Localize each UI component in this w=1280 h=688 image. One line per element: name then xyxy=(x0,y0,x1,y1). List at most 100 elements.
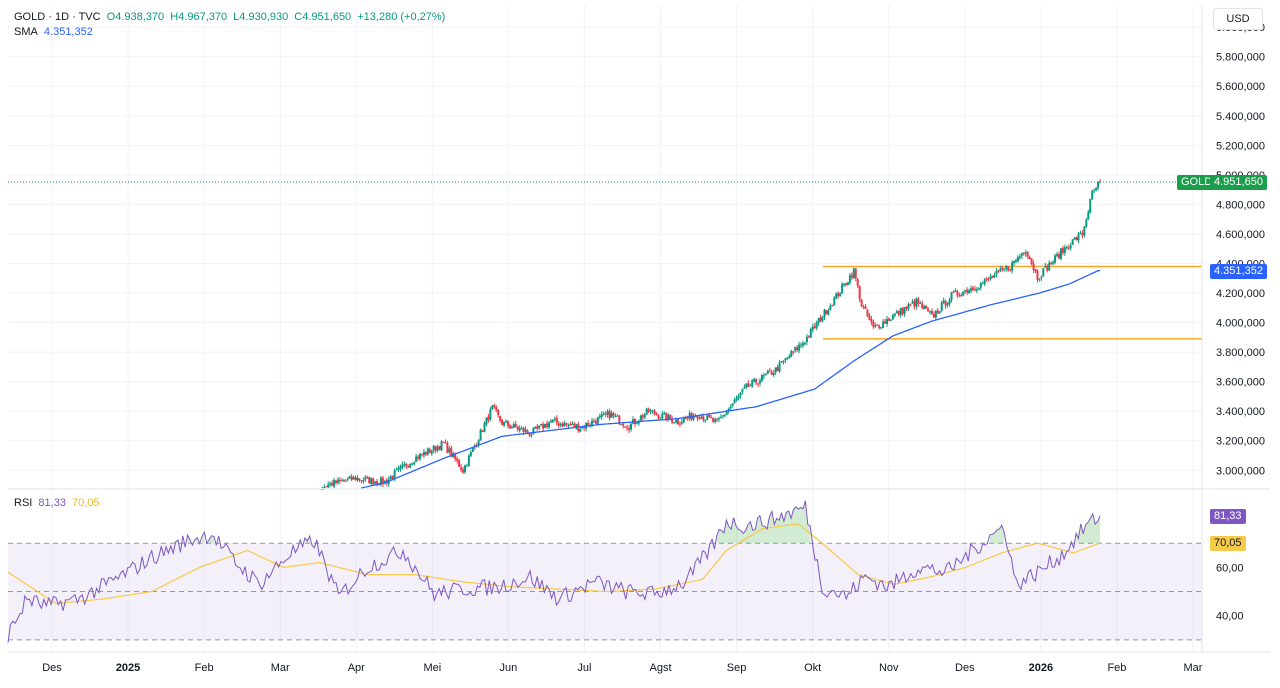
candle-body xyxy=(864,306,867,310)
candle-body xyxy=(846,282,849,285)
candle-body xyxy=(458,460,461,467)
candle-body xyxy=(860,299,863,307)
time-tick-label: Des xyxy=(42,662,62,674)
candle-body xyxy=(805,336,808,343)
candle-body xyxy=(471,447,474,453)
candle-body xyxy=(573,423,576,428)
candle-body xyxy=(532,428,535,435)
candle-body xyxy=(676,419,679,425)
candle-body xyxy=(456,458,459,461)
currency-button[interactable]: USD xyxy=(1213,8,1263,30)
candle-body xyxy=(977,288,980,290)
candle-body xyxy=(655,413,658,415)
candle-body xyxy=(784,358,787,361)
candle-body xyxy=(340,480,343,482)
candle-body xyxy=(973,288,976,291)
candle-body xyxy=(827,310,830,315)
candle-body xyxy=(1032,263,1035,270)
candle-body xyxy=(983,279,986,284)
candle-body xyxy=(489,409,492,420)
candle-body xyxy=(342,479,345,481)
candle-body xyxy=(376,481,379,484)
candle-body xyxy=(563,422,566,426)
candle-body xyxy=(991,275,994,278)
candle-body xyxy=(329,483,332,485)
candle-body xyxy=(917,298,920,304)
candle-body xyxy=(815,322,818,328)
candle-body xyxy=(958,295,961,297)
candle-body xyxy=(534,426,537,429)
candle-body xyxy=(546,423,549,427)
candle-body xyxy=(903,307,906,314)
candle-body xyxy=(540,424,543,426)
candle-body xyxy=(1095,188,1098,190)
candle-body xyxy=(467,455,470,466)
price-tick-label: 4.000,000 xyxy=(1216,318,1265,330)
symbol-label[interactable]: GOLD · 1D · TVC xyxy=(14,11,101,23)
candle-body xyxy=(1065,246,1068,248)
candle-body xyxy=(792,351,795,353)
candle-body xyxy=(352,477,355,480)
candle-body xyxy=(530,434,533,436)
candle-body xyxy=(682,418,685,423)
candle-body xyxy=(749,385,752,387)
candle-body xyxy=(776,367,779,372)
candle-body xyxy=(1014,260,1017,262)
candle-body xyxy=(1048,262,1051,271)
candle-body xyxy=(674,420,677,423)
candle-body xyxy=(1026,251,1029,257)
candle-body xyxy=(1036,270,1039,280)
candle-body xyxy=(831,305,834,307)
candle-body xyxy=(878,325,881,329)
time-tick-label: Apr xyxy=(348,662,365,674)
candle-body xyxy=(919,302,922,304)
candle-body xyxy=(651,410,654,412)
candle-body xyxy=(757,383,760,385)
rsi-axis[interactable]: 60,00 40,00 xyxy=(1216,562,1244,622)
candle-body xyxy=(536,426,539,429)
candle-body xyxy=(782,360,785,363)
candlestick-series xyxy=(321,179,1101,491)
candle-body xyxy=(323,487,326,489)
candle-body xyxy=(491,405,494,410)
candle-body xyxy=(590,420,593,426)
sma-legend[interactable]: SMA 4.351,352 xyxy=(14,26,96,38)
candle-body xyxy=(592,420,595,422)
candle-body xyxy=(884,321,887,324)
candle-body xyxy=(463,465,466,473)
time-tick-label: Sep xyxy=(727,662,747,674)
candle-body xyxy=(790,351,793,357)
candle-body xyxy=(989,276,992,279)
candle-body xyxy=(379,477,382,485)
candle-body xyxy=(889,319,892,321)
candle-body xyxy=(731,403,734,406)
candle-body xyxy=(1046,266,1049,271)
candle-body xyxy=(975,289,978,291)
candle-body xyxy=(520,427,523,429)
price-tick-label: 5.800,000 xyxy=(1216,52,1265,64)
candle-body xyxy=(702,416,705,421)
price-axis[interactable]: 6.000,0005.800,0005.600,0005.400,0005.20… xyxy=(1216,22,1265,477)
candle-body xyxy=(446,442,449,453)
rsi-legend[interactable]: RSI 81,33 70,05 xyxy=(14,497,103,509)
candle-body xyxy=(604,413,607,415)
candle-body xyxy=(430,450,433,454)
candle-body xyxy=(759,380,762,384)
candle-body xyxy=(923,306,926,309)
time-axis[interactable]: Des 2025 Feb Mar Apr Mei Jun Jul Agst Sep Okt Nov De… xyxy=(42,662,1203,674)
candle-body xyxy=(503,421,506,426)
candle-body xyxy=(712,418,715,422)
candle-body xyxy=(985,278,988,280)
candle-body xyxy=(327,484,330,488)
candle-body xyxy=(817,318,820,323)
candle-body xyxy=(778,362,781,372)
candle-body xyxy=(645,408,648,415)
candle-body xyxy=(1001,267,1004,270)
price-tick-label: 4.200,000 xyxy=(1216,288,1265,300)
candle-body xyxy=(954,290,957,292)
candle-body xyxy=(717,418,720,420)
candle-body xyxy=(1097,182,1100,188)
candle-body xyxy=(325,486,328,488)
candle-body xyxy=(735,398,738,401)
